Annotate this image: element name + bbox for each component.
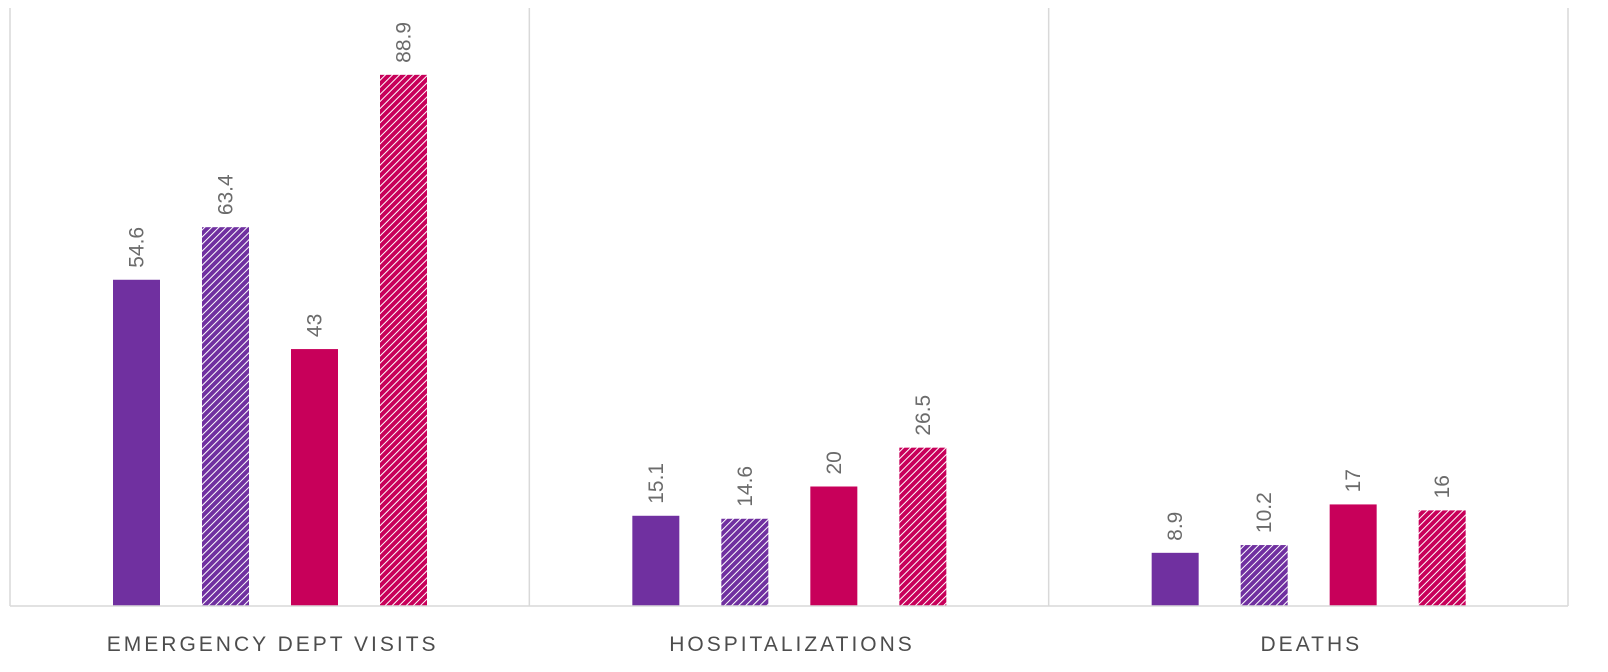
data-label: 10.2 [1253,492,1276,533]
bar [721,518,769,606]
data-label: 16 [1431,475,1454,498]
bars-layer [113,74,1466,606]
bar [1418,510,1466,606]
category-label: EMERGENCY DEPT VISITS [107,633,439,656]
category-label: HOSPITALIZATIONS [669,633,915,656]
data-label: 14.6 [734,466,757,507]
data-label: 43 [304,314,327,337]
bar [632,515,680,606]
data-label: 8.9 [1164,512,1187,541]
data-label: 20 [823,451,846,474]
data-label: 63.4 [215,174,238,215]
bar [1151,552,1199,606]
data-label: 17 [1342,469,1365,492]
category-labels-layer: EMERGENCY DEPT VISITS HOSPITALIZATIONS DEA… [107,633,1363,656]
bar [1240,545,1288,606]
data-label: 54.6 [126,227,149,268]
data-label: 88.9 [393,22,416,63]
bar [113,279,160,606]
data-labels-layer: 54.6 63.4 43 88.9 15.1 14.6 20 26.5 8.9 10.2 17 16 [126,22,1455,541]
bar [291,349,338,606]
bar [899,447,947,606]
bar [810,486,858,606]
data-label: 26.5 [912,395,935,436]
bar [202,227,249,606]
panel-dividers [9,8,1569,606]
bar [380,74,427,606]
category-label: DEATHS [1261,633,1363,656]
bar [1329,504,1377,606]
data-label: 15.1 [645,463,668,504]
